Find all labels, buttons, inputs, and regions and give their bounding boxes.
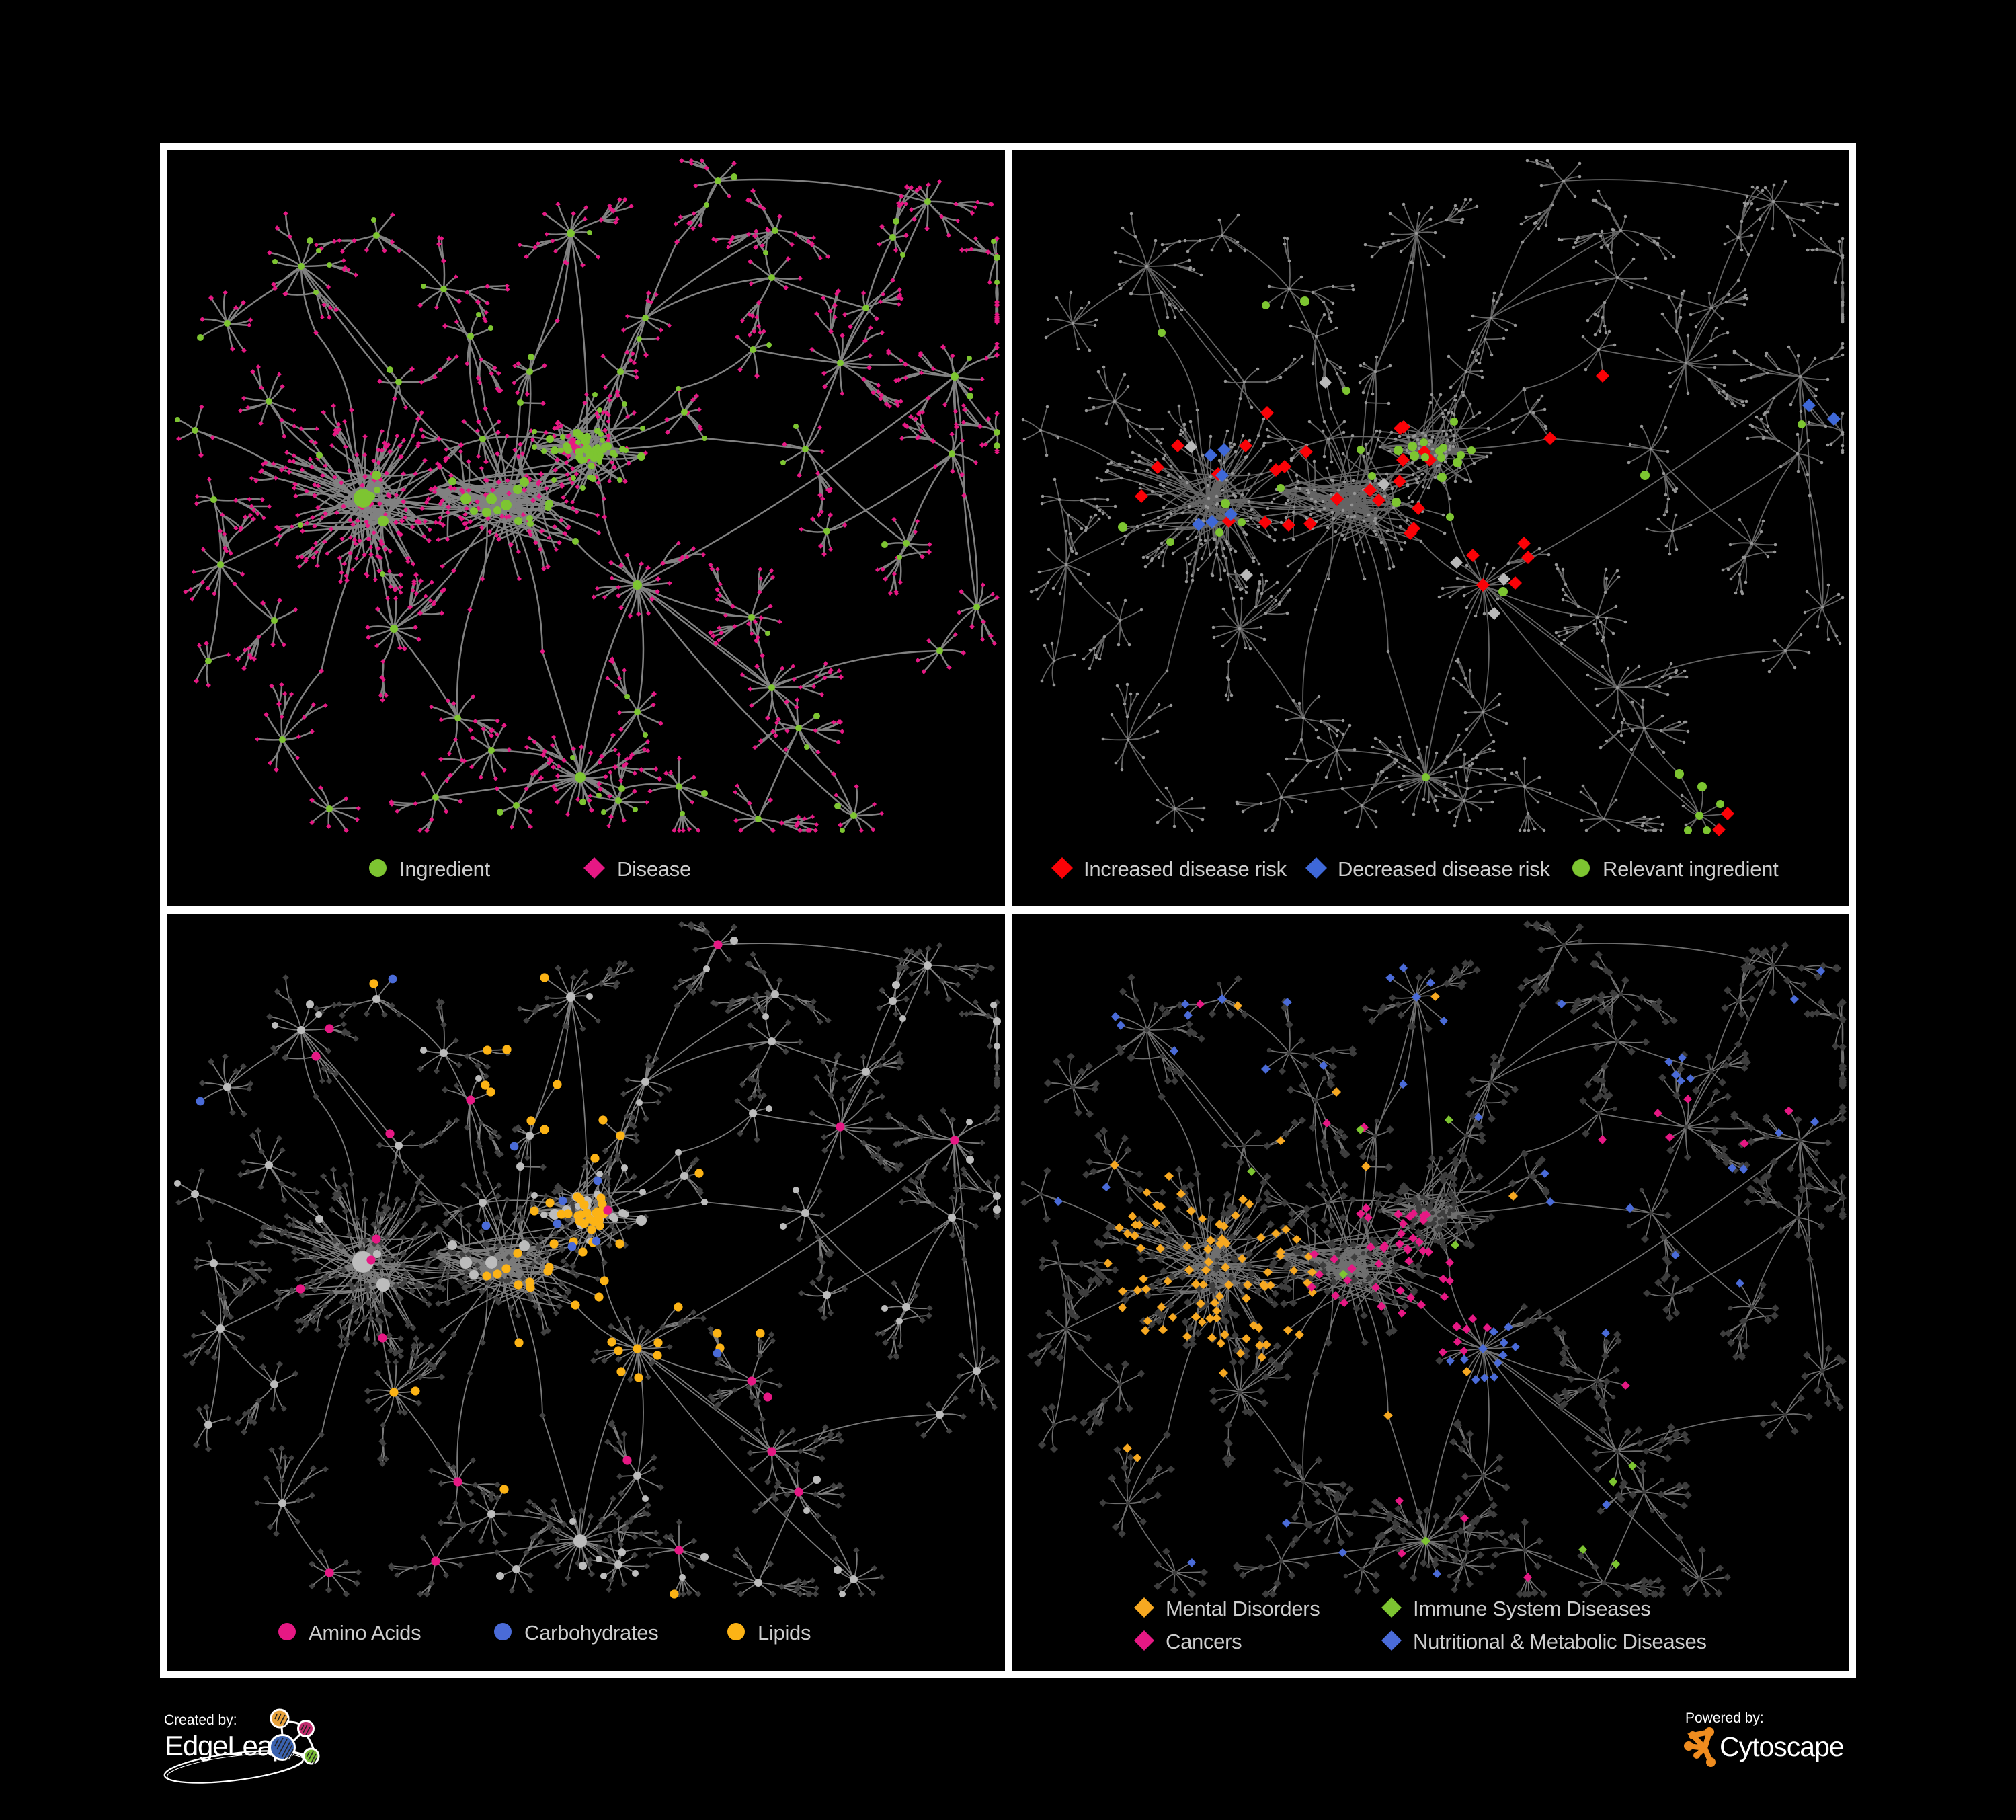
svg-text:Mental Disorders: Mental Disorders xyxy=(1166,1597,1320,1620)
svg-text:EdgeLeap: EdgeLeap xyxy=(165,1730,287,1762)
svg-text:Cytoscape: Cytoscape xyxy=(1720,1731,1844,1762)
svg-text:Immune System Diseases: Immune System Diseases xyxy=(1413,1597,1650,1620)
svg-text:Powered by:: Powered by: xyxy=(1685,1710,1764,1726)
svg-text:Decreased disease risk: Decreased disease risk xyxy=(1338,857,1550,881)
svg-text:Carbohydrates: Carbohydrates xyxy=(524,1621,658,1645)
svg-text:Lipids: Lipids xyxy=(758,1621,811,1645)
svg-text:Ingredient: Ingredient xyxy=(399,857,491,881)
svg-text:Created by:: Created by: xyxy=(164,1712,237,1728)
svg-text:Increased disease risk: Increased disease risk xyxy=(1084,857,1287,881)
svg-text:Relevant ingredient: Relevant ingredient xyxy=(1603,857,1779,881)
svg-text:Nutritional & Metabolic Diseas: Nutritional & Metabolic Diseases xyxy=(1413,1630,1707,1653)
svg-text:Cancers: Cancers xyxy=(1166,1630,1242,1653)
svg-text:Amino Acids: Amino Acids xyxy=(309,1621,421,1645)
svg-text:Disease: Disease xyxy=(617,857,691,881)
